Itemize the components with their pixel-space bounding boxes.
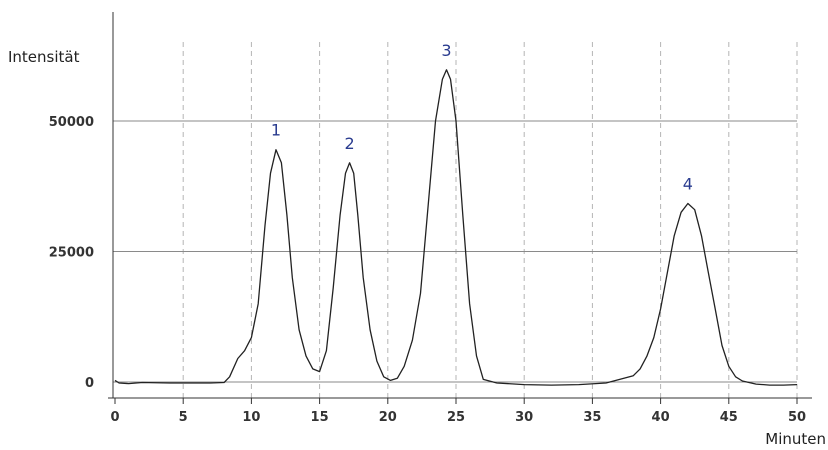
- x-tick-label: 20: [379, 410, 397, 425]
- x-tick-label: 5: [179, 410, 188, 425]
- x-tick-label: 50: [788, 410, 806, 425]
- x-axis-title: Minuten: [765, 430, 826, 448]
- peak-label-4: 4: [683, 174, 693, 193]
- x-tick-label: 0: [110, 410, 119, 425]
- horizontal-grid: [113, 120, 797, 383]
- peak-label-1: 1: [271, 121, 281, 140]
- x-tick-label: 15: [311, 410, 329, 425]
- x-tick-label: 30: [515, 410, 533, 425]
- vertical-grid: [182, 42, 798, 398]
- x-tick-label: 35: [583, 410, 601, 425]
- peak-label-2: 2: [345, 134, 355, 153]
- x-tick-label: 25: [447, 410, 465, 425]
- y-tick-label: 50000: [49, 115, 94, 130]
- series-line-intensity: [114, 69, 798, 386]
- y-axis-title: Intensität: [8, 48, 80, 66]
- peak-label-3: 3: [441, 41, 451, 60]
- y-tick-label: 0: [85, 376, 94, 391]
- x-tick-group: 0 5 10 15 20 25 30 35 40 45 50: [110, 398, 806, 425]
- x-tick-label: 40: [652, 410, 670, 425]
- x-tick-label: 45: [720, 410, 738, 425]
- y-tick-label: 25000: [49, 246, 94, 261]
- y-tick-group: 0 25000 50000: [49, 115, 94, 391]
- x-tick-label: 10: [242, 410, 260, 425]
- peak-labels: 1 2 3 4: [271, 41, 693, 194]
